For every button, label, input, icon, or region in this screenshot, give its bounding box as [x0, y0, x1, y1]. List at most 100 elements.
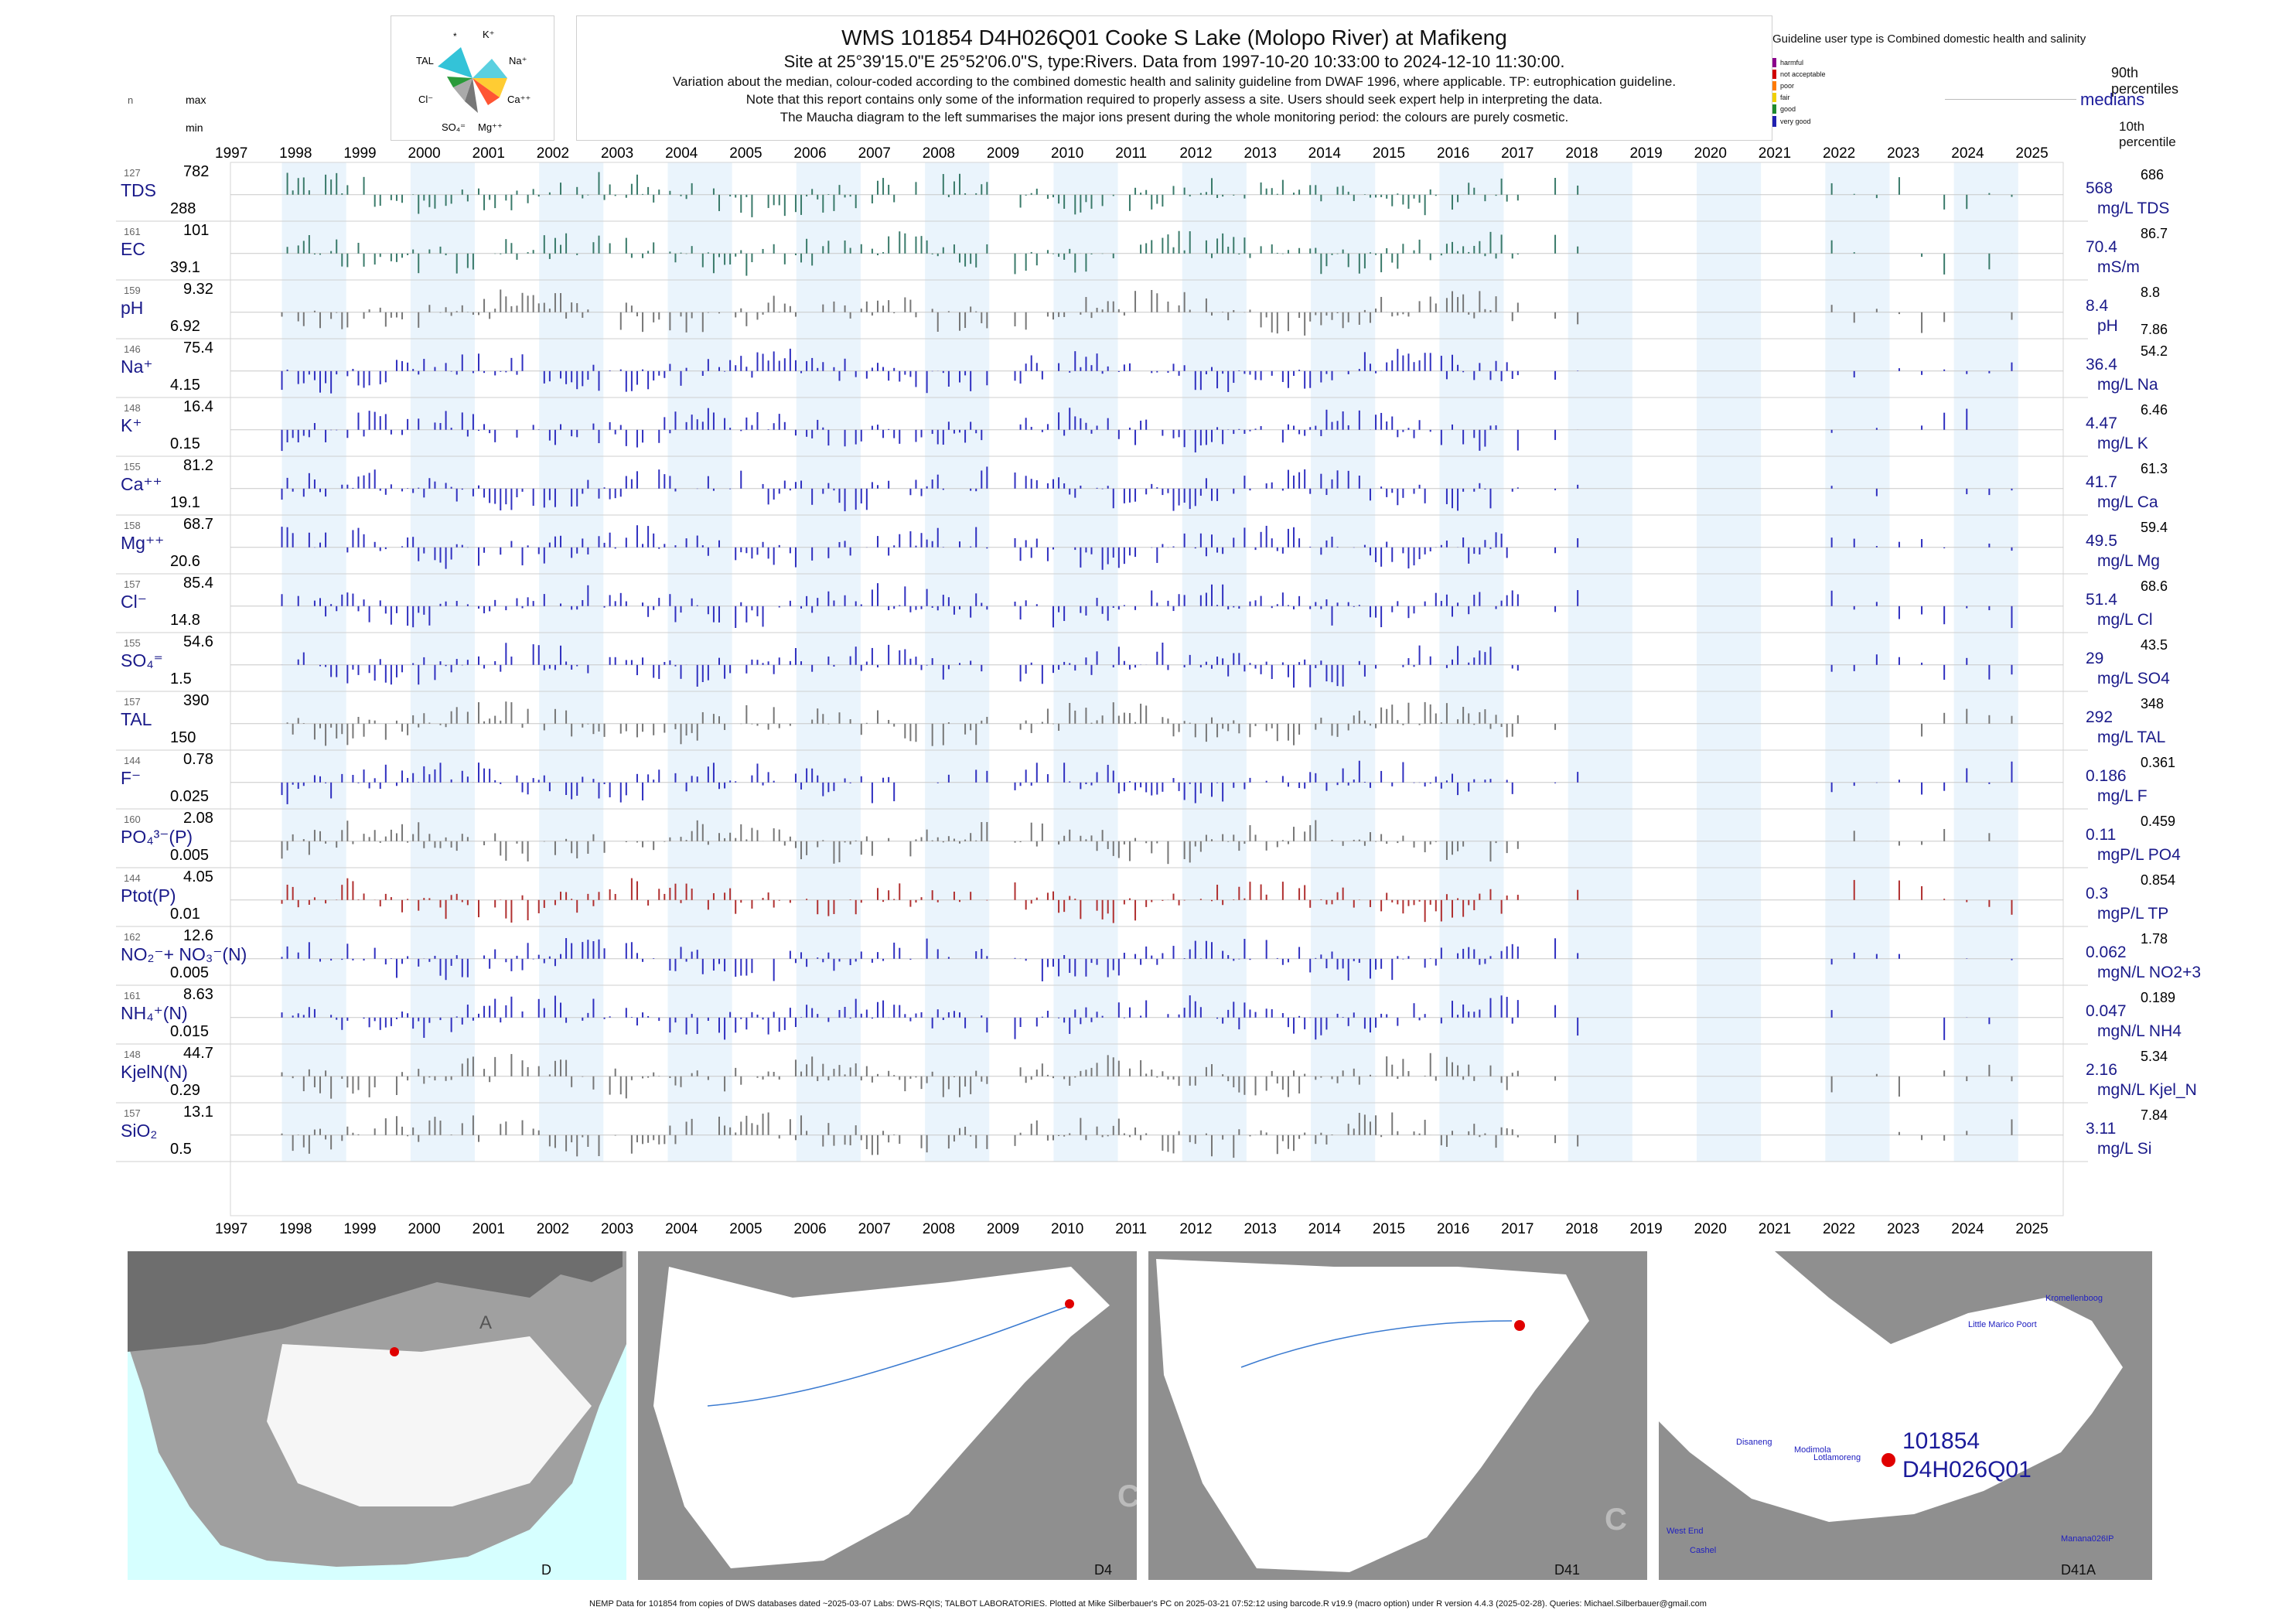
scale-good-label: good — [1780, 105, 1796, 113]
year-label-top: 2010 — [1051, 145, 1083, 162]
row-max: 75.4 — [183, 339, 213, 357]
row-unit: mgN/L NH4 — [2097, 1022, 2182, 1040]
year-label-top: 2004 — [665, 145, 698, 162]
year-label-bottom: 2010 — [1051, 1221, 1083, 1237]
row-min: 19.1 — [170, 494, 200, 511]
row-max: 0.78 — [183, 751, 213, 768]
row-p90: 1.78 — [2141, 931, 2168, 947]
site-marker-d4 — [1065, 1299, 1074, 1308]
row-n: 159 — [124, 285, 141, 296]
note-line-2: Note that this report contains only some… — [745, 92, 1603, 107]
row-n: 162 — [124, 931, 141, 943]
legend-medians: medians — [2080, 90, 2145, 109]
year-band — [539, 162, 604, 1162]
year-label-top: 2025 — [2015, 145, 2048, 162]
maucha-ca-sector — [473, 78, 507, 97]
scale-very-good-label: very good — [1780, 118, 1811, 125]
page-subtitle: Site at 25°39'15.0"E 25°52'06.0"S, type:… — [783, 52, 1565, 71]
scale-fair-label: fair — [1780, 94, 1790, 101]
year-label-top: 2012 — [1179, 145, 1212, 162]
row-variable: F⁻ — [121, 768, 141, 788]
scale-not-acceptable-swatch — [1772, 70, 1776, 79]
year-axis-top: 1997 1998 1999 2000 2001 2002 2003 2004 2005 2006… — [215, 145, 2049, 162]
row-max: 13.1 — [183, 1104, 213, 1121]
row-median: 41.7 — [2086, 473, 2117, 491]
year-band — [925, 162, 990, 1162]
site-marker-d41a — [1881, 1453, 1895, 1467]
row-p90: 54.2 — [2141, 343, 2168, 359]
row-median: 51.4 — [2086, 591, 2117, 609]
row-n: 157 — [124, 578, 141, 590]
row-variable: pH — [121, 298, 143, 318]
river-molopo — [707, 1305, 1072, 1407]
catchment-d41 — [1156, 1259, 1589, 1572]
site-marker-d — [390, 1347, 399, 1356]
place-cashel: Cashel — [1690, 1546, 1716, 1555]
row-median: 0.11 — [2086, 826, 2116, 844]
maucha-mg-sector — [465, 78, 478, 113]
region-label-a: A — [479, 1312, 492, 1333]
year-label-top: 2017 — [1501, 145, 1534, 162]
map-panels: A D C — [0, 1251, 2296, 1584]
scale-fair-swatch — [1772, 93, 1776, 102]
row-median: 0.062 — [2086, 943, 2127, 961]
row-p90: 686 — [2141, 167, 2164, 183]
row-max: 390 — [183, 692, 209, 709]
catchment-d41a — [1659, 1251, 2123, 1522]
row-n: 148 — [124, 402, 141, 414]
row-n: 155 — [124, 461, 141, 473]
row-min: 0.005 — [170, 964, 209, 981]
row-p90: 86.7 — [2141, 226, 2168, 241]
note-line-3: The Maucha diagram to the left summarise… — [780, 110, 1569, 125]
row-n: 146 — [124, 343, 141, 355]
row-unit: mg/L TDS — [2097, 200, 2169, 217]
row-median: 49.5 — [2086, 532, 2117, 550]
row-max: 16.4 — [183, 398, 213, 415]
year-label-top: 2000 — [408, 145, 440, 162]
year-axis-bottom: 1997 1998 1999 2000 2001 2002 2003 2004 2005 2006… — [215, 1221, 2049, 1237]
scale-very-good-swatch — [1772, 116, 1776, 127]
row-max: 782 — [183, 163, 209, 180]
row-p90: 59.4 — [2141, 520, 2168, 535]
year-band — [1697, 162, 1762, 1162]
year-label-top: 2015 — [1373, 145, 1405, 162]
row-unit: mg/L Na — [2097, 376, 2158, 394]
year-label-bottom: 2024 — [1951, 1221, 1984, 1237]
row-p90: 348 — [2141, 696, 2164, 711]
row-max: 8.63 — [183, 986, 213, 1003]
place-manana: Manana026IP — [2061, 1534, 2114, 1544]
year-label-bottom: 2018 — [1565, 1221, 1598, 1237]
year-label-bottom: 2022 — [1823, 1221, 1855, 1237]
row-median: 70.4 — [2086, 238, 2117, 256]
scale-not-acceptable-label: not acceptable — [1780, 70, 1826, 78]
year-label-top: 2002 — [537, 145, 569, 162]
scale-good-swatch — [1772, 104, 1776, 114]
row-unit: mg/L TAL — [2097, 728, 2165, 746]
legend-median-line — [1945, 99, 2076, 100]
row-max: 85.4 — [183, 575, 213, 592]
site-marker-d41 — [1514, 1320, 1525, 1331]
year-label-bottom: 2001 — [473, 1221, 505, 1237]
row-unit: mg/L Ca — [2097, 493, 2158, 511]
row-max: 68.7 — [183, 516, 213, 533]
row-median: 8.4 — [2086, 297, 2109, 315]
year-label-top: 2013 — [1244, 145, 1277, 162]
year-label-top: 2009 — [987, 145, 1019, 162]
row-n: 160 — [124, 814, 141, 825]
row-min: 150 — [170, 729, 196, 746]
row-p90: 8.8 — [2141, 285, 2160, 300]
catchment-d-highlight — [267, 1336, 592, 1506]
row-variable: NH₄⁺(N) — [121, 1003, 188, 1023]
year-label-top: 2024 — [1951, 145, 1984, 162]
row-max: 81.2 — [183, 457, 213, 474]
row-max: 44.7 — [183, 1045, 213, 1062]
year-label-top: 2008 — [923, 145, 955, 162]
map-d-svg: A — [128, 1251, 626, 1567]
map-panel-d41: C D41 — [1148, 1251, 1647, 1580]
row-n: 158 — [124, 520, 141, 531]
row-n: 161 — [124, 990, 141, 1001]
row-variable: K⁺ — [121, 415, 142, 435]
year-label-top: 1997 — [215, 145, 247, 162]
row-variable: Ca⁺⁺ — [121, 474, 162, 494]
maucha-label-mg: Mg⁺⁺ — [478, 121, 503, 133]
